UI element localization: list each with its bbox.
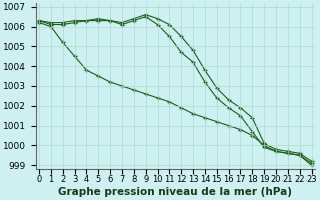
X-axis label: Graphe pression niveau de la mer (hPa): Graphe pression niveau de la mer (hPa) (58, 187, 292, 197)
